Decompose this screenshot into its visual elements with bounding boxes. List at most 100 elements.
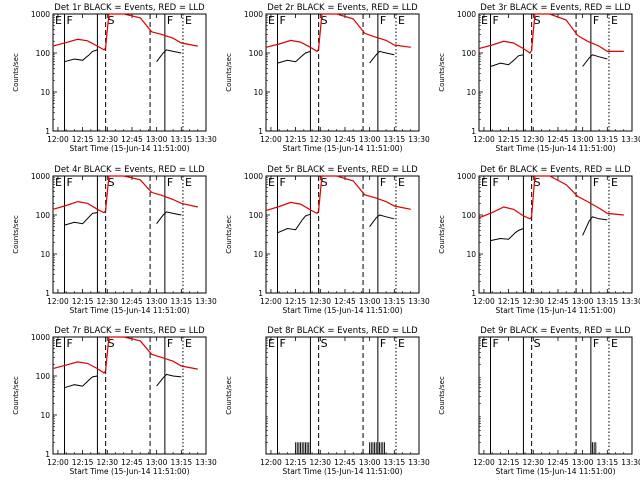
- y-axis-label: Counts/sec: [225, 53, 233, 92]
- events-series-line: [369, 214, 395, 227]
- x-tick-label: 13:00: [359, 297, 381, 306]
- marker-label: E: [55, 176, 62, 189]
- x-tick-label: 13:00: [146, 135, 168, 144]
- marker-label: E: [268, 14, 275, 27]
- panel-title: Det 8r BLACK = Events, RED = LLD: [267, 326, 418, 336]
- y-tick-label: 1000: [31, 10, 50, 19]
- y-axis-label: Counts/sec: [438, 376, 446, 415]
- x-tick-label: 12:45: [334, 458, 356, 467]
- panel-title: Det 5r BLACK = Events, RED = LLD: [267, 165, 418, 175]
- x-tick-label: 12:15: [285, 458, 307, 467]
- x-tick-label: 13:15: [597, 458, 619, 467]
- panel-1: Det 1r BLACK = Events, RED = LLD 1 10 100 10…: [12, 3, 217, 153]
- marker-label: E: [398, 176, 405, 189]
- marker-label: F: [593, 176, 599, 189]
- y-axis-label: Counts/sec: [438, 53, 446, 92]
- x-tick-label: 12:00: [47, 458, 69, 467]
- x-axis-label: Start Time (15-Jun-14 11:51:00): [283, 306, 403, 315]
- x-tick-label: 13:30: [621, 458, 640, 467]
- x-tick-label: 13:15: [597, 135, 619, 144]
- y-tick-label: 10: [253, 250, 263, 259]
- y-tick-label: 1000: [457, 10, 476, 19]
- x-tick-label: 12:00: [260, 458, 282, 467]
- y-tick-label: 10: [253, 88, 263, 97]
- marker-label: F: [380, 176, 386, 189]
- marker-label: F: [280, 337, 286, 350]
- events-series-line: [156, 373, 182, 387]
- y-tick-label: 10: [40, 88, 50, 97]
- x-tick-label: 13:00: [572, 458, 594, 467]
- x-tick-label: 13:15: [384, 458, 406, 467]
- y-axis-label: Counts/sec: [225, 215, 233, 254]
- marker-label: F: [167, 337, 173, 350]
- x-tick-label: 12:30: [309, 458, 331, 467]
- x-tick-label: 12:00: [260, 297, 282, 306]
- x-tick-label: 12:00: [47, 297, 69, 306]
- marker-label: E: [611, 14, 618, 27]
- x-tick-label: 12:30: [522, 458, 544, 467]
- x-tick-label: 12:45: [121, 297, 143, 306]
- panel-9: Det 9r BLACK = Events, RED = LLD Counts/s…: [438, 326, 640, 476]
- x-tick-label: 12:45: [547, 135, 569, 144]
- x-tick-label: 12:00: [473, 135, 495, 144]
- x-tick-label: 13:15: [384, 297, 406, 306]
- panel-8: Det 8r BLACK = Events, RED = LLD Counts/s…: [225, 326, 430, 476]
- panel-3: Det 3r BLACK = Events, RED = LLD 1 10 100 10…: [438, 3, 640, 153]
- marker-label: F: [67, 337, 73, 350]
- marker-label: F: [280, 176, 286, 189]
- panel-title: Det 9r BLACK = Events, RED = LLD: [480, 326, 631, 336]
- y-axis-label: Counts/sec: [438, 215, 446, 254]
- x-tick-label: 12:15: [498, 458, 520, 467]
- x-tick-label: 12:30: [309, 297, 331, 306]
- y-tick-label: 1: [471, 289, 476, 298]
- y-tick-label: 1: [258, 289, 263, 298]
- y-tick-label: 100: [462, 211, 477, 220]
- x-tick-label: 12:15: [72, 458, 94, 467]
- x-axis-label: Start Time (15-Jun-14 11:51:00): [283, 144, 403, 153]
- y-tick-label: 100: [249, 49, 264, 58]
- x-tick-label: 13:00: [359, 135, 381, 144]
- panel-title: Det 4r BLACK = Events, RED = LLD: [54, 165, 205, 175]
- marker-label: E: [185, 337, 192, 350]
- y-tick-label: 1000: [244, 172, 263, 181]
- x-tick-label: 12:15: [72, 135, 94, 144]
- marker-label: F: [67, 14, 73, 27]
- x-tick-label: 13:30: [621, 135, 640, 144]
- lld-series-line: [265, 175, 411, 215]
- y-tick-label: 1000: [244, 10, 263, 19]
- x-tick-label: 13:15: [171, 458, 193, 467]
- x-tick-label: 13:15: [171, 135, 193, 144]
- y-tick-label: 100: [36, 49, 51, 58]
- x-tick-label: 12:15: [72, 297, 94, 306]
- lld-series-line: [478, 175, 624, 220]
- x-tick-label: 12:45: [547, 297, 569, 306]
- x-tick-label: 12:30: [96, 458, 118, 467]
- panel-title: Det 2r BLACK = Events, RED = LLD: [267, 3, 418, 13]
- marker-label: S: [534, 337, 541, 350]
- x-tick-label: 13:30: [195, 458, 217, 467]
- x-axis-label: Start Time (15-Jun-14 11:51:00): [70, 306, 190, 315]
- panel-title: Det 6r BLACK = Events, RED = LLD: [480, 165, 631, 175]
- y-axis-label: Counts/sec: [12, 376, 20, 415]
- y-tick-label: 100: [249, 211, 264, 220]
- x-tick-label: 13:30: [195, 135, 217, 144]
- marker-label: E: [55, 14, 62, 27]
- events-series-line: [490, 54, 524, 67]
- x-axis-label: Start Time (15-Jun-14 11:51:00): [496, 306, 616, 315]
- x-tick-label: 13:15: [597, 297, 619, 306]
- marker-label: E: [55, 337, 62, 350]
- marker-label: F: [380, 337, 386, 350]
- x-tick-label: 12:30: [96, 135, 118, 144]
- x-tick-label: 13:00: [572, 135, 594, 144]
- x-tick-label: 13:15: [171, 297, 193, 306]
- panel-6: Det 6r BLACK = Events, RED = LLD 1 10 100 10…: [438, 165, 640, 315]
- x-tick-label: 12:45: [547, 458, 569, 467]
- events-series-line: [64, 212, 98, 226]
- x-tick-label: 13:00: [146, 297, 168, 306]
- lld-series-line: [52, 336, 198, 374]
- events-series-line: [369, 50, 395, 64]
- y-tick-label: 1: [471, 127, 476, 136]
- marker-label: S: [534, 176, 541, 189]
